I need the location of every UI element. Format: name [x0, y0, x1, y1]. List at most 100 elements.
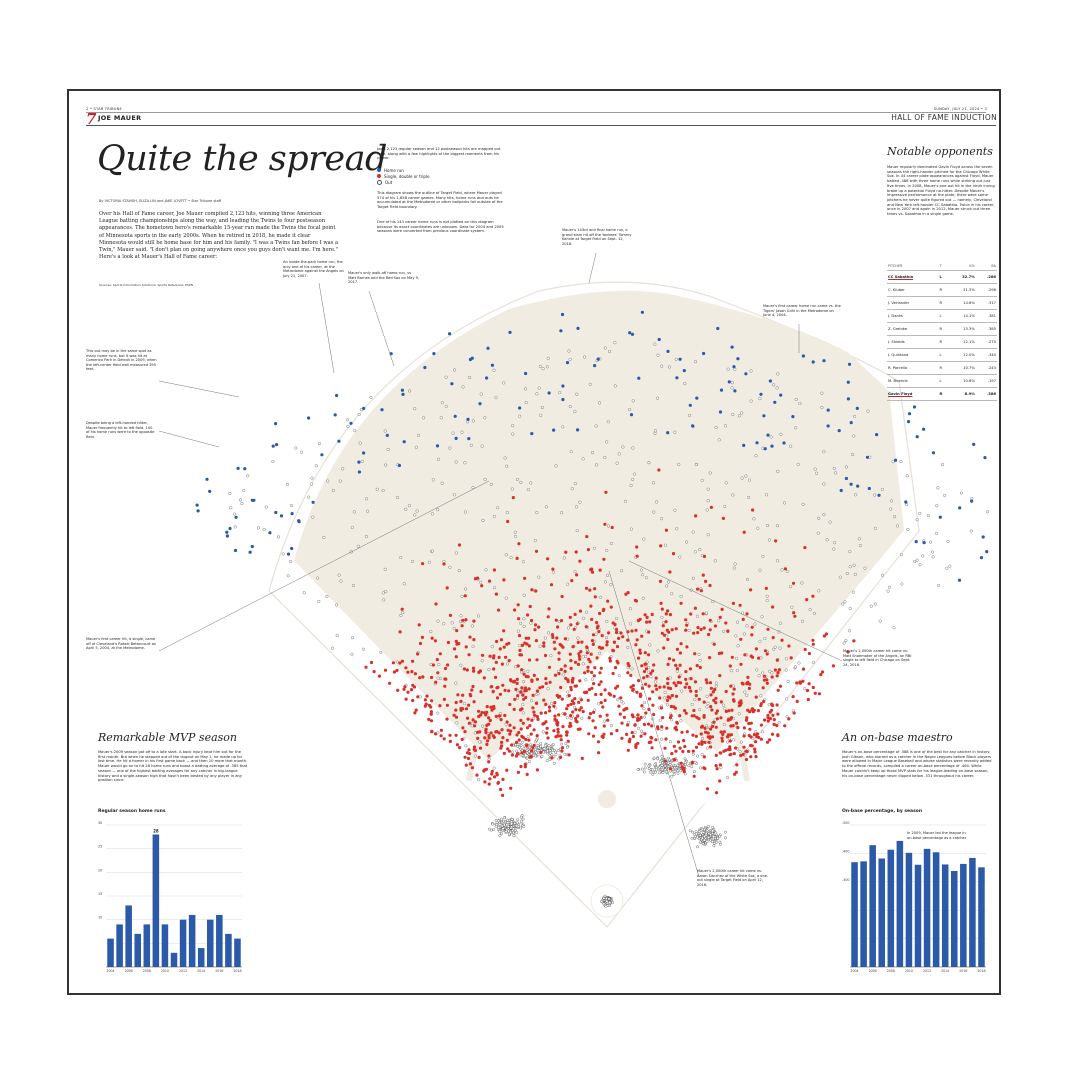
out-dot [714, 831, 718, 835]
hit-dot [556, 734, 561, 738]
out-dot [300, 450, 303, 454]
hit-dot [512, 680, 516, 684]
hit-dot [754, 755, 758, 759]
hit-dot [667, 630, 671, 634]
out-dot [633, 472, 637, 476]
hit-dot [559, 734, 563, 738]
hit-dot [586, 698, 590, 702]
out-dot [491, 822, 495, 826]
out-dot [714, 426, 718, 429]
out-dot [519, 815, 523, 819]
out-dot [518, 644, 522, 648]
hit-dot [476, 730, 480, 734]
leader-line [628, 560, 843, 662]
hit-dot [599, 692, 603, 697]
hit-dot [678, 681, 683, 685]
hit-dot [556, 625, 560, 629]
obp-chart-title: On-base percentage, by season [842, 809, 923, 814]
out-dot [641, 573, 644, 577]
hit-dot [545, 731, 549, 735]
home-run-dot [906, 420, 911, 424]
hit-dot [732, 699, 736, 703]
hit-dot [398, 661, 402, 665]
out-dot [615, 461, 619, 465]
hit-dot [460, 624, 464, 628]
out-dot [740, 476, 744, 480]
hit-dot [578, 559, 582, 563]
hit-dot [442, 697, 446, 702]
hit-dot [612, 694, 616, 698]
hit-dot [489, 731, 493, 735]
out-dot [522, 624, 526, 628]
out-dot [679, 769, 683, 773]
hit-dot [520, 707, 524, 711]
out-dot [581, 655, 585, 659]
hit-dot [369, 660, 374, 665]
out-dot [718, 834, 722, 838]
out-dot [731, 684, 735, 688]
out-dot [679, 595, 683, 598]
hit-dot [694, 745, 699, 749]
home-run-dot [628, 331, 632, 335]
out-dot [526, 751, 529, 755]
out-dot [817, 516, 821, 520]
out-dot [694, 360, 697, 364]
out-dot [603, 894, 607, 898]
home-run-dot [233, 548, 238, 553]
hit-dot [732, 752, 736, 756]
hit-dot [544, 677, 548, 681]
hit-dot [537, 625, 541, 629]
out-dot [759, 694, 763, 698]
hit-dot [530, 618, 534, 623]
home-run-dot [561, 384, 565, 388]
home-run-dot [970, 499, 974, 503]
out-dot [470, 624, 474, 628]
out-dot [758, 397, 762, 401]
hit-dot [608, 693, 613, 697]
out-dot [672, 772, 676, 776]
hit-dot [729, 684, 733, 688]
hit-dot [448, 613, 453, 618]
out-dot [463, 461, 467, 465]
hit-dot [661, 716, 665, 720]
out-dot [302, 591, 306, 595]
hit-dot [532, 743, 536, 748]
out-dot [688, 413, 691, 417]
out-dot [413, 513, 417, 517]
hit-dot [602, 724, 606, 728]
hit-dot [666, 681, 670, 686]
out-dot [690, 702, 694, 706]
hit-dot [644, 711, 648, 715]
hit-dot [472, 619, 476, 623]
hit-dot [455, 629, 459, 633]
x-tick-label: 2014 [197, 969, 205, 973]
hit-dot [813, 691, 817, 695]
out-dot [461, 385, 465, 389]
hit-dot [527, 738, 531, 742]
out-dot [706, 499, 710, 503]
hit-dot [752, 708, 756, 712]
hit-dot [793, 614, 797, 618]
out-dot [838, 575, 842, 579]
hit-dot [459, 707, 463, 711]
hit-dot [535, 658, 539, 662]
pitcher-name: R. Porcello [887, 361, 939, 375]
hit-dot [568, 615, 572, 620]
out-dot [584, 654, 588, 658]
hit-dot [513, 697, 517, 702]
out-dot [726, 776, 729, 780]
hit-dot [530, 588, 534, 592]
out-dot [529, 481, 533, 485]
hit-dot [566, 678, 570, 682]
out-dot [605, 440, 609, 444]
out-dot [515, 749, 519, 753]
out-dot [670, 774, 674, 778]
out-dot [724, 424, 727, 428]
out-dot [583, 355, 587, 359]
out-dot [560, 742, 564, 746]
out-dot [545, 759, 549, 763]
opponents-title: Notable opponents [887, 145, 993, 158]
out-dot [714, 684, 718, 688]
hit-dot [738, 603, 742, 607]
hit-dot [569, 685, 573, 690]
